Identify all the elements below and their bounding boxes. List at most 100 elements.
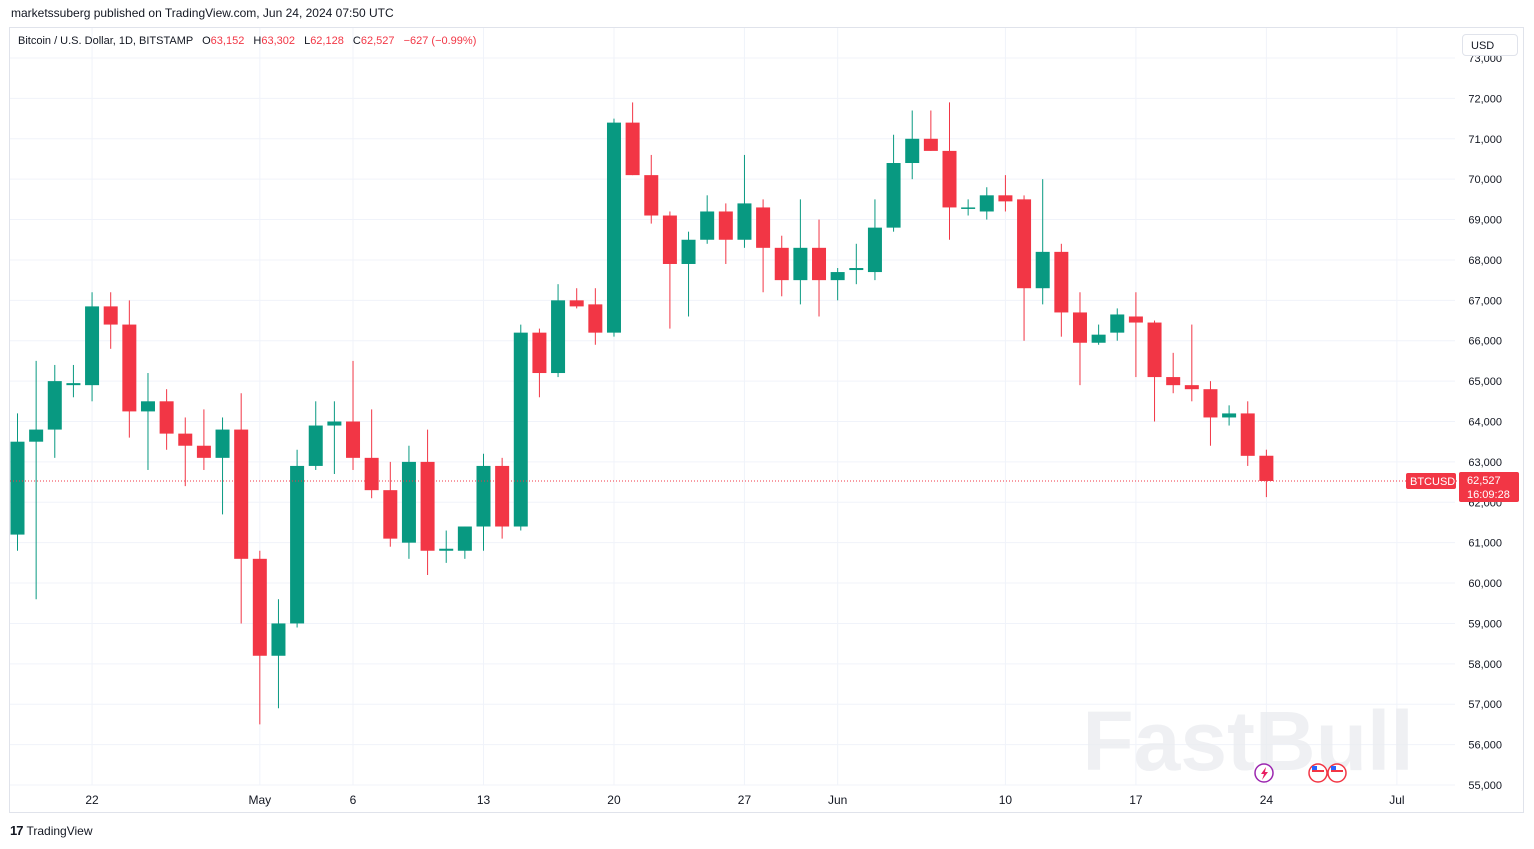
candle[interactable] (513, 324, 528, 531)
candle[interactable] (401, 445, 416, 559)
chart-frame (9, 27, 1524, 813)
candle[interactable] (29, 360, 44, 600)
candle[interactable] (1184, 324, 1199, 402)
candle-body (979, 195, 994, 212)
candle[interactable] (998, 175, 1013, 212)
candle[interactable] (159, 389, 174, 450)
candle[interactable] (1091, 324, 1106, 345)
candle[interactable] (923, 110, 938, 151)
y-tick-label: 70,000 (1468, 174, 1502, 186)
candle[interactable] (867, 199, 882, 281)
candle[interactable] (383, 461, 398, 547)
candle[interactable] (1035, 179, 1050, 305)
candle[interactable] (103, 292, 118, 349)
candle-body (606, 122, 621, 333)
candle[interactable] (122, 300, 137, 438)
candle[interactable] (942, 102, 957, 240)
candle[interactable] (327, 401, 342, 475)
candle[interactable] (551, 284, 566, 378)
candle-body (252, 558, 267, 656)
candle[interactable] (47, 364, 62, 458)
candle[interactable] (10, 413, 25, 551)
us-flag-event-icon[interactable] (1308, 763, 1328, 783)
candle-body (29, 429, 44, 442)
candle-body (140, 401, 155, 412)
candle[interactable] (718, 203, 733, 264)
candle[interactable] (812, 219, 827, 317)
candle[interactable] (271, 599, 286, 709)
candle[interactable] (774, 235, 789, 297)
footer[interactable]: 17 TradingView (10, 823, 93, 838)
candle-body (1091, 334, 1106, 343)
candle[interactable] (737, 154, 752, 248)
candle[interactable] (1017, 195, 1032, 341)
candle[interactable] (662, 211, 677, 329)
candle[interactable] (457, 526, 472, 559)
candle[interactable] (886, 134, 901, 232)
candle[interactable] (420, 429, 435, 575)
candle[interactable] (532, 328, 547, 398)
us-flag-stripes-icon-2 (1331, 770, 1343, 772)
candle[interactable] (140, 373, 155, 470)
candle[interactable] (290, 449, 305, 628)
price-tag: BTCUSD 62,527 16:09:28 (1406, 471, 1519, 502)
candle[interactable] (1110, 308, 1125, 341)
candle[interactable] (364, 409, 379, 499)
candle[interactable] (346, 360, 361, 470)
candle[interactable] (625, 102, 640, 176)
candle[interactable] (234, 393, 249, 624)
candle[interactable] (830, 268, 845, 301)
candle[interactable] (979, 187, 994, 220)
us-flag-event-icon-2[interactable] (1327, 763, 1347, 783)
candle[interactable] (308, 401, 323, 470)
candle[interactable] (215, 417, 230, 515)
y-tick-label: 65,000 (1468, 376, 1502, 388)
candle[interactable] (178, 417, 193, 487)
candle[interactable] (644, 154, 659, 224)
candle-body (401, 461, 416, 543)
candle[interactable] (439, 530, 454, 563)
candle-body (961, 207, 976, 209)
candle[interactable] (1072, 292, 1087, 386)
candle-body (513, 332, 528, 527)
candle-body (551, 300, 566, 374)
candle[interactable] (905, 110, 920, 180)
candle[interactable] (196, 409, 211, 470)
candles (10, 102, 1274, 725)
candle-body (625, 122, 640, 176)
event-icons[interactable] (1254, 763, 1347, 783)
candle-body (215, 429, 230, 458)
candle[interactable] (588, 288, 603, 345)
candle[interactable] (252, 550, 267, 725)
currency-button[interactable]: USD (1462, 34, 1518, 56)
candle[interactable] (1054, 243, 1069, 337)
candle[interactable] (700, 195, 715, 244)
candle[interactable] (849, 243, 864, 285)
candle[interactable] (495, 457, 510, 539)
candle[interactable] (1222, 405, 1237, 426)
candle[interactable] (1128, 292, 1143, 378)
candle-body (234, 429, 249, 559)
y-tick-label: 73,000 (1468, 53, 1502, 65)
candle[interactable] (569, 288, 584, 309)
candle-body (290, 465, 305, 624)
candle[interactable] (1203, 381, 1218, 446)
candle[interactable] (66, 364, 81, 398)
candle[interactable] (1240, 401, 1255, 466)
candle-body (364, 457, 379, 491)
candle[interactable] (681, 231, 696, 317)
candle[interactable] (1259, 449, 1274, 498)
y-tick-label: 59,000 (1468, 618, 1502, 630)
candle-body (886, 163, 901, 228)
candle[interactable] (756, 199, 771, 293)
candle[interactable] (606, 118, 621, 337)
candle[interactable] (1147, 320, 1162, 422)
candle[interactable] (85, 292, 100, 402)
candle[interactable] (793, 199, 808, 305)
candle[interactable] (476, 453, 491, 551)
candle[interactable] (1166, 352, 1181, 394)
candle[interactable] (961, 199, 976, 216)
candle-body (588, 304, 603, 333)
candle-body (942, 150, 957, 208)
